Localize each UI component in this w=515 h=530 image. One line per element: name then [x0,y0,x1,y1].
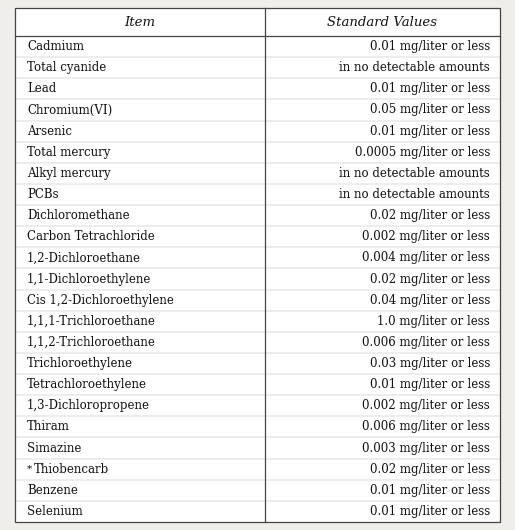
Text: Cis 1,2-Dichloroethylene: Cis 1,2-Dichloroethylene [27,294,174,307]
Text: PCBs: PCBs [27,188,59,201]
Text: 1.0 mg/liter or less: 1.0 mg/liter or less [377,315,490,328]
Text: Item: Item [124,15,156,29]
Text: 0.003 mg/liter or less: 0.003 mg/liter or less [362,441,490,455]
Text: 0.04 mg/liter or less: 0.04 mg/liter or less [370,294,490,307]
Text: 0.01 mg/liter or less: 0.01 mg/liter or less [370,378,490,391]
Text: Dichloromethane: Dichloromethane [27,209,130,222]
Text: 0.004 mg/liter or less: 0.004 mg/liter or less [362,251,490,264]
Text: 0.02 mg/liter or less: 0.02 mg/liter or less [370,272,490,286]
Text: 0.006 mg/liter or less: 0.006 mg/liter or less [362,336,490,349]
Text: Standard Values: Standard Values [328,15,437,29]
Text: Benzene: Benzene [27,484,78,497]
Text: 0.0005 mg/liter or less: 0.0005 mg/liter or less [355,146,490,158]
Text: 0.006 mg/liter or less: 0.006 mg/liter or less [362,420,490,434]
Text: 1,1-Dichloroethylene: 1,1-Dichloroethylene [27,272,151,286]
Text: Total cyanide: Total cyanide [27,61,106,74]
Text: 0.05 mg/liter or less: 0.05 mg/liter or less [370,103,490,117]
Text: Trichloroethylene: Trichloroethylene [27,357,133,370]
Text: Tetrachloroethylene: Tetrachloroethylene [27,378,147,391]
Text: in no detectable amounts: in no detectable amounts [339,188,490,201]
Text: 0.02 mg/liter or less: 0.02 mg/liter or less [370,209,490,222]
Text: 1,2-Dichloroethane: 1,2-Dichloroethane [27,251,141,264]
Text: Alkyl mercury: Alkyl mercury [27,167,111,180]
Text: 0.002 mg/liter or less: 0.002 mg/liter or less [362,230,490,243]
Text: *: * [27,465,32,474]
Text: Chromium(VI): Chromium(VI) [27,103,112,117]
Text: Thiram: Thiram [27,420,70,434]
Text: 1,1,1-Trichloroethane: 1,1,1-Trichloroethane [27,315,156,328]
Text: Simazine: Simazine [27,441,81,455]
Text: Thiobencarb: Thiobencarb [34,463,109,475]
Text: Arsenic: Arsenic [27,125,72,138]
Text: Total mercury: Total mercury [27,146,110,158]
Text: 0.03 mg/liter or less: 0.03 mg/liter or less [370,357,490,370]
Text: in no detectable amounts: in no detectable amounts [339,167,490,180]
Text: 0.01 mg/liter or less: 0.01 mg/liter or less [370,40,490,53]
Text: 0.01 mg/liter or less: 0.01 mg/liter or less [370,505,490,518]
Text: 1,3-Dichloropropene: 1,3-Dichloropropene [27,399,150,412]
Text: 0.002 mg/liter or less: 0.002 mg/liter or less [362,399,490,412]
Text: 0.01 mg/liter or less: 0.01 mg/liter or less [370,82,490,95]
Text: 0.01 mg/liter or less: 0.01 mg/liter or less [370,484,490,497]
Text: Carbon Tetrachloride: Carbon Tetrachloride [27,230,154,243]
Text: Lead: Lead [27,82,56,95]
Text: Selenium: Selenium [27,505,83,518]
Text: 1,1,2-Trichloroethane: 1,1,2-Trichloroethane [27,336,156,349]
Text: 0.02 mg/liter or less: 0.02 mg/liter or less [370,463,490,475]
Text: in no detectable amounts: in no detectable amounts [339,61,490,74]
Text: 0.01 mg/liter or less: 0.01 mg/liter or less [370,125,490,138]
Text: Cadmium: Cadmium [27,40,84,53]
